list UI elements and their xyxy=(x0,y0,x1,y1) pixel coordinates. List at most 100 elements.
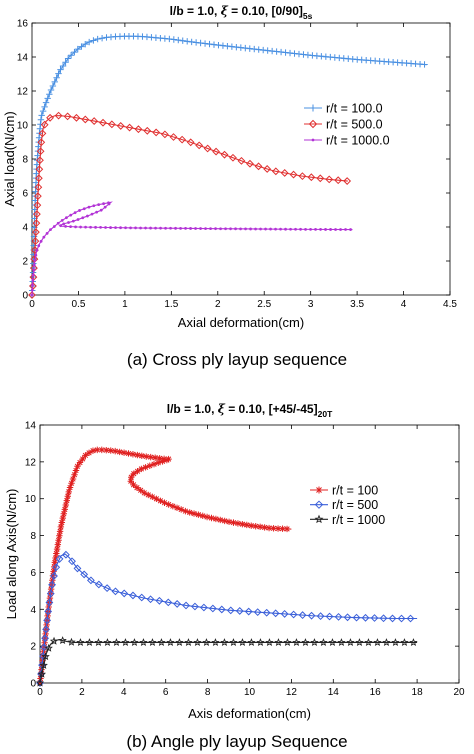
data-point xyxy=(316,612,325,621)
data-point xyxy=(337,638,346,646)
data-point xyxy=(220,638,229,646)
legend-entry-label: r/t = 1000.0 xyxy=(326,134,390,148)
data-point xyxy=(279,227,282,231)
data-point xyxy=(94,446,101,454)
data-point xyxy=(146,462,153,469)
data-point xyxy=(225,518,233,526)
data-point xyxy=(73,211,77,215)
chart-title: l/b = 1.0, ξ = 0.10, [+45/-45]20T xyxy=(167,402,333,419)
data-point xyxy=(391,638,400,646)
x-tick-label: 8 xyxy=(205,687,211,698)
data-point xyxy=(56,221,60,225)
data-point xyxy=(128,473,135,481)
data-point xyxy=(62,501,70,509)
data-point xyxy=(62,59,69,66)
data-point xyxy=(150,460,158,468)
data-point xyxy=(85,38,93,46)
data-point xyxy=(103,584,111,593)
data-point xyxy=(52,554,59,562)
data-point xyxy=(46,91,53,98)
data-point xyxy=(54,111,63,120)
data-point xyxy=(262,608,271,617)
legend-entry-label: r/t = 100.0 xyxy=(326,102,383,116)
data-point xyxy=(211,638,220,646)
legend-swatch-marker xyxy=(314,514,324,524)
data-point xyxy=(230,519,237,526)
data-point xyxy=(298,611,307,619)
data-point xyxy=(247,638,256,646)
data-point xyxy=(179,226,182,230)
data-point xyxy=(214,227,217,231)
legend-entry-label: r/t = 1000 xyxy=(332,513,385,527)
data-point xyxy=(58,519,66,526)
data-point xyxy=(143,126,152,135)
data-point xyxy=(73,564,82,573)
data-point xyxy=(30,293,34,297)
data-point xyxy=(79,225,82,229)
data-point xyxy=(199,227,202,230)
data-point xyxy=(243,521,250,529)
data-point xyxy=(31,283,34,287)
data-point xyxy=(307,611,316,620)
data-point xyxy=(325,175,334,184)
y-tick-label: 12 xyxy=(17,87,29,98)
data-point xyxy=(316,174,325,183)
data-point xyxy=(31,237,40,246)
legend-swatch-marker xyxy=(309,104,317,112)
data-point xyxy=(69,225,72,228)
chart-title-greek: ξ xyxy=(221,4,229,18)
data-point xyxy=(178,135,187,144)
data-point xyxy=(259,227,262,231)
data-point xyxy=(90,212,94,216)
data-point xyxy=(81,115,90,124)
plot-frame xyxy=(31,22,451,296)
data-point xyxy=(36,147,45,156)
data-point xyxy=(49,228,52,232)
data-point xyxy=(99,118,107,127)
data-point xyxy=(121,638,130,646)
data-point xyxy=(156,455,163,462)
data-point xyxy=(246,159,254,168)
data-point xyxy=(239,227,242,231)
data-point xyxy=(129,451,137,458)
data-point xyxy=(173,504,181,511)
data-point xyxy=(319,228,322,231)
data-point xyxy=(90,37,97,44)
data-point xyxy=(334,176,343,185)
figure-caption-1: (a) Cross ply layup sequence xyxy=(127,350,347,369)
data-point xyxy=(144,226,147,230)
data-point xyxy=(134,125,143,134)
data-point xyxy=(28,291,36,299)
data-point xyxy=(38,129,47,138)
data-point xyxy=(42,625,51,634)
data-point xyxy=(130,470,137,477)
data-point xyxy=(159,458,166,465)
data-point xyxy=(175,638,184,646)
series-2 xyxy=(28,111,352,299)
data-point xyxy=(289,610,298,619)
data-point xyxy=(252,523,259,530)
data-point xyxy=(133,484,141,491)
data-point xyxy=(37,138,46,147)
data-point xyxy=(85,449,93,457)
y-tick-label: 12 xyxy=(25,457,37,468)
data-point xyxy=(194,227,197,230)
legend: r/t = 100.0 r/t = 500.0 r/t = 1000.0 xyxy=(299,97,416,155)
y-axis-label: Axial load(N/cm) xyxy=(2,111,17,206)
data-point xyxy=(134,226,137,230)
chart-title-mid: = 0.10, [+45/-45] xyxy=(225,402,318,416)
data-point xyxy=(130,638,139,646)
y-tick-label: 8 xyxy=(22,155,28,166)
data-point xyxy=(157,497,164,504)
data-point xyxy=(212,515,220,523)
data-point xyxy=(370,614,379,622)
data-point xyxy=(107,202,111,206)
data-point xyxy=(53,74,60,81)
x-tick-label: 4 xyxy=(121,687,127,698)
data-point xyxy=(69,213,73,217)
data-point xyxy=(90,117,99,125)
data-point xyxy=(107,447,114,454)
data-point xyxy=(174,226,177,230)
data-point xyxy=(314,227,317,231)
x-tick-label: 4 xyxy=(401,299,407,310)
